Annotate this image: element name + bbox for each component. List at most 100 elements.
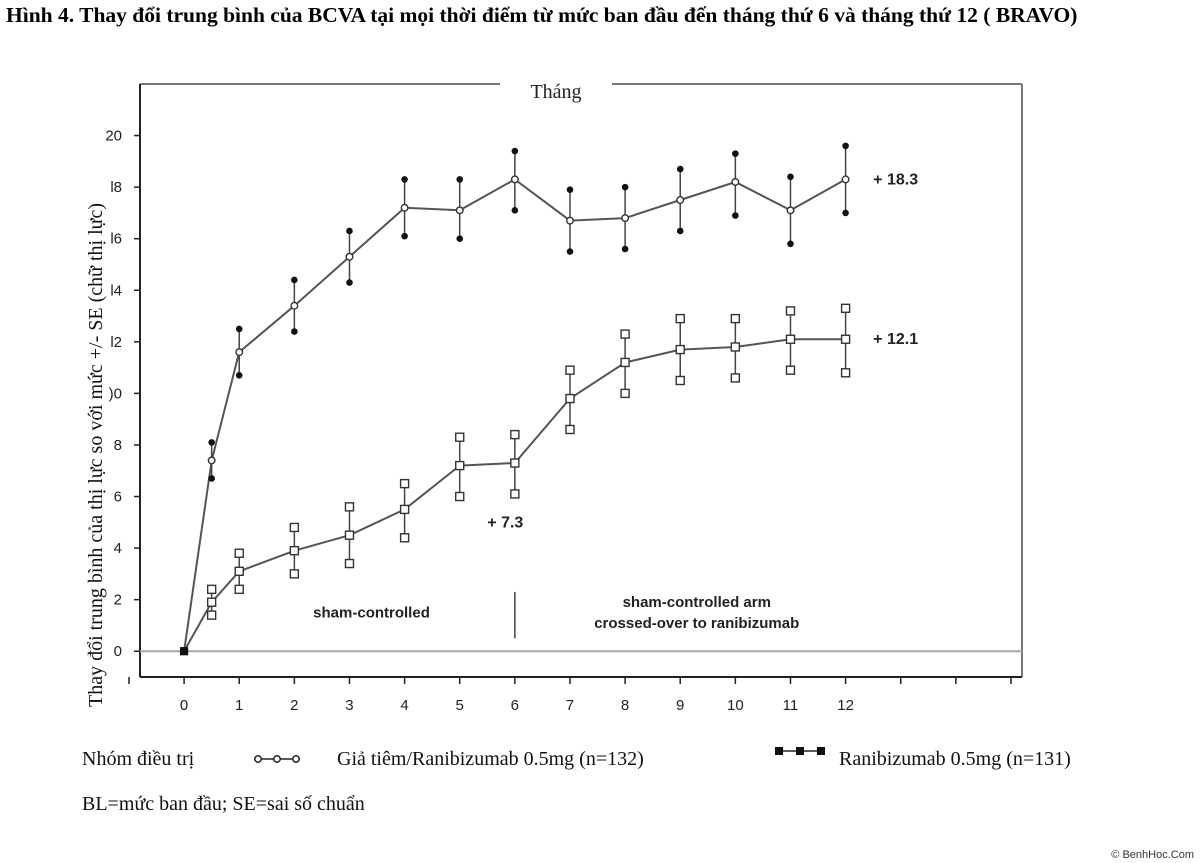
legend-open-circle-marker-icon — [254, 755, 300, 763]
region-label: sham-controlled arm — [623, 594, 771, 611]
error-cap-lower — [621, 245, 629, 253]
error-cap-upper — [785, 306, 796, 316]
error-cap-lower — [291, 328, 298, 335]
error-cap-lower — [208, 475, 215, 482]
data-point — [234, 566, 244, 576]
error-cap-lower — [787, 240, 794, 248]
data-point — [206, 597, 217, 607]
error-cap-upper — [291, 276, 298, 284]
data-point — [621, 214, 630, 223]
error-cap-lower — [401, 232, 408, 240]
data-point — [786, 206, 795, 215]
y-tick-label: 20 — [105, 128, 122, 145]
data-point — [289, 545, 300, 556]
data-point-baseline — [180, 647, 189, 656]
value-annotation: + 7.3 — [487, 514, 523, 531]
x-tick-label: 3 — [345, 697, 353, 714]
data-point — [675, 344, 685, 355]
x-tick-label: 7 — [566, 697, 574, 714]
x-tick-label: 6 — [511, 697, 519, 714]
error-cap-upper — [511, 147, 519, 155]
error-cap-lower — [785, 365, 796, 375]
error-cap-upper — [842, 142, 849, 150]
error-cap-lower — [234, 584, 244, 595]
error-cap-upper — [566, 186, 574, 194]
x-tick-label: 5 — [456, 697, 464, 714]
error-cap-upper — [401, 176, 408, 183]
x-tick-label: 8 — [621, 697, 629, 714]
abbreviation-note: BL=mức ban đầu; SE=sai số chuẩn — [82, 793, 365, 815]
error-cap-lower — [566, 248, 574, 255]
y-tick-label: 2 — [114, 592, 122, 609]
y-tick-label: 8 — [114, 437, 122, 454]
data-point — [841, 175, 850, 184]
error-cap-lower — [842, 209, 849, 217]
error-cap-upper — [346, 227, 353, 235]
x-tick-label: 1 — [235, 697, 243, 714]
y-tick-label: 6 — [114, 489, 122, 506]
error-cap-lower — [510, 489, 520, 499]
error-cap-lower — [399, 533, 410, 543]
data-point — [840, 334, 851, 344]
error-cap-lower — [675, 375, 685, 386]
data-point — [785, 334, 796, 344]
data-point — [565, 216, 574, 225]
error-cap-lower — [676, 227, 684, 235]
error-cap-upper — [289, 522, 300, 533]
data-point — [510, 458, 520, 468]
error-cap-lower — [620, 388, 630, 399]
value-annotation: + 18.3 — [873, 171, 918, 188]
error-cap-lower — [289, 569, 300, 579]
y-tick-label: )0 — [109, 385, 122, 402]
watermark: © BenhHoc.Com — [1111, 849, 1194, 861]
data-point — [455, 460, 465, 471]
data-point — [399, 504, 410, 515]
data-point — [455, 206, 464, 215]
data-point — [207, 456, 216, 465]
error-cap-lower — [455, 491, 465, 502]
error-cap-upper — [235, 325, 243, 333]
data-point — [344, 530, 355, 540]
x-tick-label: 11 — [783, 697, 799, 714]
error-cap-upper — [344, 502, 355, 512]
error-cap-upper — [234, 548, 244, 558]
error-cap-upper — [208, 439, 215, 446]
y-tick-label: 0 — [114, 643, 122, 660]
error-cap-upper — [455, 432, 465, 442]
x-tick-label: 4 — [400, 697, 408, 714]
y-tick-label: l2 — [110, 334, 122, 351]
region-label: sham-controlled — [313, 605, 430, 622]
error-cap-upper — [206, 584, 217, 595]
y-tick-label: l4 — [110, 282, 122, 299]
region-label: crossed-over to ranibizumab — [594, 615, 799, 632]
x-tick-label: 2 — [290, 697, 298, 714]
error-cap-lower — [206, 610, 217, 620]
data-point — [730, 342, 741, 352]
value-annotation: + 12.1 — [873, 331, 918, 348]
x-axis-title: Tháng — [530, 81, 581, 103]
error-cap-upper — [621, 183, 629, 191]
error-cap-lower — [730, 373, 741, 383]
x-tick-label: 10 — [727, 697, 744, 714]
series-line — [183, 338, 846, 652]
error-cap-lower — [456, 235, 464, 242]
series-sham-ranibizumab — [180, 303, 851, 656]
series-line — [183, 178, 847, 652]
error-cap-lower — [840, 368, 851, 378]
error-cap-upper — [787, 173, 794, 181]
error-cap-upper — [399, 478, 410, 489]
error-cap-upper — [676, 165, 684, 173]
error-cap-upper — [456, 176, 464, 183]
error-cap-lower — [732, 212, 739, 219]
x-tick-label: 9 — [676, 697, 684, 714]
figure-title: Hình 4. Thay đổi trung bình của BCVA tại… — [6, 3, 1078, 27]
error-cap-upper — [730, 313, 741, 324]
data-point — [620, 357, 630, 368]
legend-group-label: Nhóm điều trị — [82, 748, 195, 770]
series-ranibizumab — [180, 142, 850, 656]
data-point — [731, 177, 740, 186]
y-tick-label: 4 — [114, 540, 122, 557]
error-cap-upper — [620, 329, 630, 339]
legend-filled-square-marker-icon — [775, 747, 825, 755]
